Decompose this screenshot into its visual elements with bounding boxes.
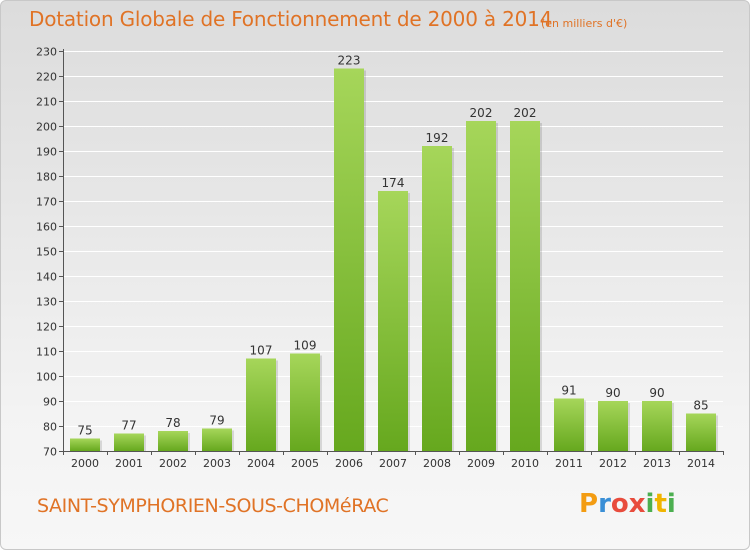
bar (642, 401, 672, 451)
y-tick-label: 220 (36, 71, 57, 84)
bar (554, 398, 584, 451)
chart-unit: (en milliers d'€) (541, 17, 628, 30)
y-tick-label: 170 (36, 196, 57, 209)
y-tick-label: 180 (36, 171, 57, 184)
x-tick-label: 2010 (511, 457, 539, 470)
commune-name: SAINT-SYMPHORIEN-SOUS-CHOMéRAC (37, 495, 389, 517)
chart-title: Dotation Globale de Fonctionnement de 20… (29, 7, 553, 31)
bars (70, 68, 718, 451)
data-label: 75 (77, 424, 92, 438)
logo-letter: x (628, 489, 646, 519)
data-label: 174 (382, 176, 405, 190)
y-tick-label: 200 (36, 121, 57, 134)
data-label: 192 (426, 131, 449, 145)
x-tick-label: 2003 (203, 457, 231, 470)
bar (114, 433, 144, 451)
bar (202, 428, 232, 451)
y-tick-label: 230 (36, 46, 57, 59)
x-tick-label: 2001 (115, 457, 143, 470)
proxiti-logo: Proxiti (579, 489, 676, 519)
y-tick-label: 110 (36, 346, 57, 359)
x-tick-label: 2004 (247, 457, 275, 470)
bar (246, 358, 276, 451)
y-tick-label: 120 (36, 321, 57, 334)
y-tick-label: 130 (36, 296, 57, 309)
logo-letter: o (610, 489, 629, 519)
data-label: 90 (649, 386, 664, 400)
data-label: 202 (470, 106, 493, 120)
bar (510, 121, 540, 451)
bar (466, 121, 496, 451)
x-tick-label: 2000 (71, 457, 99, 470)
data-label: 90 (605, 386, 620, 400)
data-label: 85 (693, 399, 708, 413)
y-tick-label: 160 (36, 221, 57, 234)
logo-letter: i (645, 489, 655, 519)
bar (686, 413, 716, 451)
logo-letter: r (598, 489, 611, 519)
x-tick-label: 2007 (379, 457, 407, 470)
y-tick-label: 150 (36, 246, 57, 259)
x-tick-label: 2006 (335, 457, 363, 470)
x-tick-label: 2011 (555, 457, 583, 470)
data-label: 91 (561, 384, 576, 398)
data-label: 79 (209, 414, 224, 428)
y-tick-label: 140 (36, 271, 57, 284)
x-tick-label: 2012 (599, 457, 627, 470)
data-label: 109 (294, 339, 317, 353)
bar (422, 146, 452, 451)
y-tick-label: 190 (36, 146, 57, 159)
data-label: 77 (121, 419, 136, 433)
y-tick-label: 210 (36, 96, 57, 109)
data-label: 78 (165, 416, 180, 430)
bar (158, 431, 188, 451)
data-label: 202 (514, 106, 537, 120)
logo-letter: i (666, 489, 676, 519)
x-tick-label: 2009 (467, 457, 495, 470)
x-tick-label: 2002 (159, 457, 187, 470)
bar (70, 438, 100, 451)
x-tick-label: 2008 (423, 457, 451, 470)
logo-letter: P (579, 489, 599, 519)
data-labels: 75 77 78 79 107 109 223 174 192 202 202 91 90 90 85 (77, 54, 708, 438)
data-label: 223 (338, 54, 361, 68)
y-tick-label: 100 (36, 371, 57, 384)
bar (378, 191, 408, 451)
x-tick-label: 2005 (291, 457, 319, 470)
y-tick-label: 70 (43, 446, 57, 459)
y-tick-label: 80 (43, 421, 57, 434)
logo-letter: t (654, 489, 667, 519)
axes: 7080901001101201301401501601701801902002… (36, 46, 724, 470)
bar (598, 401, 628, 451)
bar (290, 353, 320, 451)
y-tick-label: 90 (43, 396, 57, 409)
data-label: 107 (250, 344, 273, 358)
x-tick-label: 2014 (687, 457, 715, 470)
bar (334, 68, 364, 451)
x-tick-label: 2013 (643, 457, 671, 470)
